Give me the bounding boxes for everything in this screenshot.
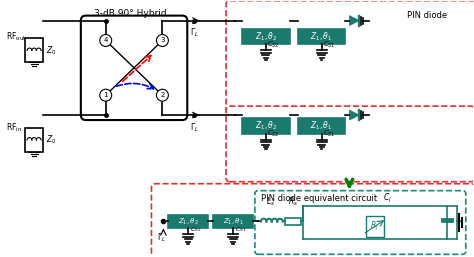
- Polygon shape: [349, 110, 359, 120]
- Text: $Z_1,\theta_1$: $Z_1,\theta_1$: [310, 120, 333, 132]
- Text: $Z_1,\theta_1$: $Z_1,\theta_1$: [223, 216, 244, 227]
- Text: $C_{S2}$: $C_{S2}$: [190, 225, 201, 234]
- FancyBboxPatch shape: [242, 29, 290, 44]
- Text: 3: 3: [160, 38, 164, 43]
- Circle shape: [156, 89, 168, 101]
- FancyBboxPatch shape: [25, 39, 43, 62]
- Text: $L_s$: $L_s$: [266, 195, 275, 208]
- Text: $\Gamma_L$: $\Gamma_L$: [190, 121, 199, 134]
- Text: $Z_1,\theta_1$: $Z_1,\theta_1$: [310, 30, 333, 43]
- Text: $C_j$: $C_j$: [383, 192, 392, 205]
- Text: $Z_1,\theta_2$: $Z_1,\theta_2$: [255, 120, 277, 132]
- Text: $C_{S1}$: $C_{S1}$: [323, 129, 336, 140]
- Text: $\Gamma_L$: $\Gamma_L$: [157, 232, 166, 244]
- Bar: [366, 216, 383, 237]
- Text: 2: 2: [160, 92, 164, 98]
- Text: $Z_0$: $Z_0$: [46, 134, 56, 146]
- Text: PIN diode equivalent circuit: PIN diode equivalent circuit: [262, 194, 378, 203]
- FancyBboxPatch shape: [255, 191, 466, 254]
- Polygon shape: [349, 16, 359, 25]
- Text: $C_{S1}$: $C_{S1}$: [235, 225, 246, 234]
- Text: RF$_{\rm out}$: RF$_{\rm out}$: [6, 30, 27, 43]
- FancyBboxPatch shape: [298, 118, 346, 134]
- FancyBboxPatch shape: [25, 128, 43, 152]
- FancyBboxPatch shape: [226, 106, 474, 182]
- FancyBboxPatch shape: [226, 1, 474, 112]
- Text: 1: 1: [103, 92, 108, 98]
- Text: $Z_0$: $Z_0$: [46, 44, 56, 57]
- Text: 4: 4: [103, 38, 108, 43]
- Text: $R_j$: $R_j$: [370, 220, 379, 233]
- Text: $Z_1,\theta_2$: $Z_1,\theta_2$: [178, 216, 199, 227]
- FancyBboxPatch shape: [242, 118, 290, 134]
- Text: $R_s$: $R_s$: [288, 195, 298, 208]
- FancyBboxPatch shape: [152, 184, 474, 257]
- Text: $Z_1,\theta_2$: $Z_1,\theta_2$: [255, 30, 277, 43]
- Text: PIN diode: PIN diode: [407, 11, 447, 20]
- Circle shape: [100, 34, 112, 47]
- Bar: [285, 217, 301, 225]
- Text: $\Gamma_L$: $\Gamma_L$: [190, 26, 199, 39]
- FancyBboxPatch shape: [213, 215, 253, 228]
- Circle shape: [100, 89, 112, 101]
- FancyBboxPatch shape: [81, 16, 187, 120]
- Text: RF$_{\rm in}$: RF$_{\rm in}$: [6, 122, 22, 134]
- Text: $C_{S2}$: $C_{S2}$: [267, 40, 280, 50]
- Text: $C_{S2}$: $C_{S2}$: [267, 129, 280, 140]
- FancyBboxPatch shape: [168, 215, 208, 228]
- Circle shape: [156, 34, 168, 47]
- Text: $C_{S1}$: $C_{S1}$: [323, 40, 336, 50]
- FancyBboxPatch shape: [298, 29, 346, 44]
- Text: 3-dB 90° Hybrid: 3-dB 90° Hybrid: [94, 9, 167, 18]
